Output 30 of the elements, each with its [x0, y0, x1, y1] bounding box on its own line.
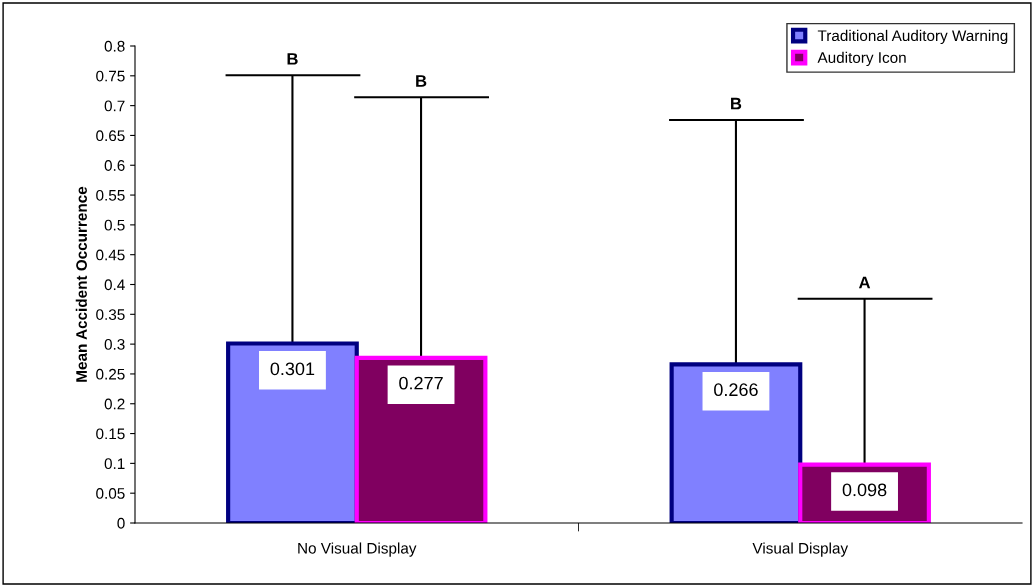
y-tick-label: 0.75 [96, 70, 125, 82]
y-tick-label: 0.45 [96, 249, 125, 261]
y-tick-label: 0.7 [104, 100, 125, 112]
legend-label: Traditional Auditory Warning [817, 29, 1008, 45]
y-tick-label: 0.6 [104, 160, 125, 171]
x-tick-label: No Visual Display [298, 542, 417, 557]
legend-label: Auditory Icon [817, 51, 906, 67]
annotation: B [731, 97, 742, 110]
annotation: B [416, 75, 427, 87]
y-tick-label: 0.35 [96, 309, 125, 320]
y-tick-label: 0.4 [104, 279, 125, 291]
data-label: 0.301 [270, 362, 315, 376]
y-axis-title: Mean Accident Occurrence [75, 186, 87, 382]
y-tick-label: 0.8 [104, 40, 125, 52]
y-tick-label: 0.1 [104, 458, 125, 470]
annotation: A [858, 276, 871, 289]
data-label: 0.277 [399, 376, 443, 390]
data-label: 0.266 [714, 383, 758, 397]
y-tick-label: 0.15 [96, 428, 125, 440]
y-tick-label: 0.3 [104, 338, 125, 350]
y-tick-label: 0.65 [96, 130, 125, 142]
y-tick-label: 0.55 [96, 189, 125, 201]
y-tick-label: 0 [117, 517, 125, 529]
y-tick-label: 0.05 [96, 488, 125, 499]
data-label: 0.098 [842, 483, 887, 497]
x-tick-label: Visual Display [752, 542, 849, 557]
y-tick-label: 0.2 [104, 398, 125, 410]
y-tick-label: 0.5 [104, 219, 125, 231]
y-tick-label: 0.25 [96, 368, 125, 380]
annotation: B [287, 53, 298, 65]
